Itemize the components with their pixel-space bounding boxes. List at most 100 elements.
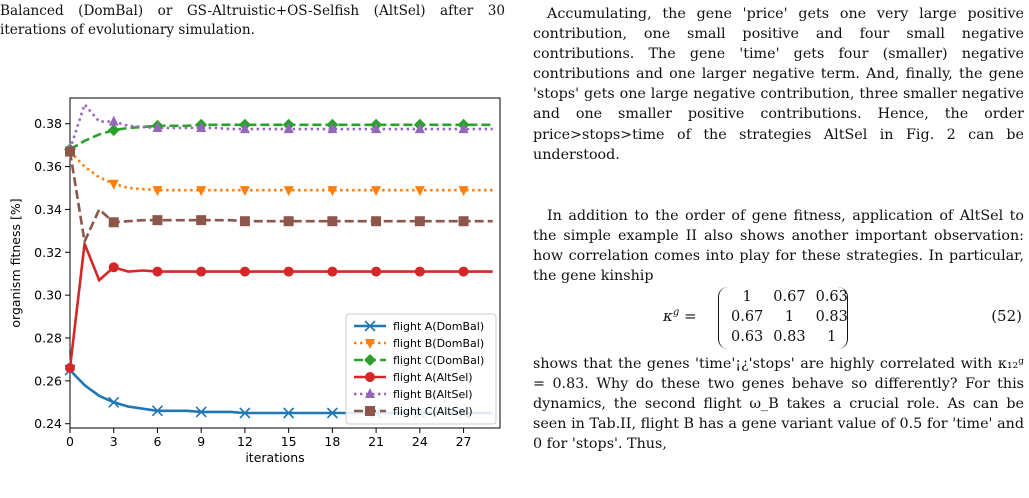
paragraph-order: In addition to the order of gene fitness…: [533, 208, 1024, 285]
data-point: [371, 123, 382, 134]
legend-marker: [365, 372, 375, 382]
matrix-cell: 1: [784, 309, 795, 325]
data-point: [458, 266, 469, 277]
x-axis-label: iterations: [245, 450, 304, 465]
series-line: [69, 150, 493, 192]
data-point: [283, 186, 294, 197]
matrix-cell: 0.67: [731, 309, 764, 325]
data-point: [326, 407, 338, 419]
data-point: [283, 266, 294, 277]
data-point: [152, 122, 163, 132]
data-point: [196, 186, 207, 197]
data-point: [458, 216, 469, 227]
x-tick-label: 15: [281, 434, 297, 449]
equation-lhs: κg =: [663, 307, 697, 325]
data-point: [195, 406, 207, 418]
data-point: [152, 215, 163, 226]
data-point: [152, 186, 163, 197]
data-point: [108, 262, 119, 273]
data-point: [371, 266, 382, 277]
series-line: [68, 151, 493, 247]
matrix-cell: 0.63: [815, 289, 848, 305]
x-tick-label: 6: [153, 434, 161, 449]
data-point: [371, 186, 382, 197]
matrix-cell: 0.83: [815, 309, 848, 325]
data-point: [239, 407, 251, 419]
data-point: [65, 146, 75, 157]
data-point: [283, 407, 295, 419]
data-point: [151, 405, 164, 417]
data-point: [283, 216, 294, 227]
data-point: [458, 123, 469, 134]
legend-box: [345, 313, 497, 425]
legend-entry: flight C(AltSel): [393, 405, 473, 418]
x-tick-label: 18: [324, 434, 340, 449]
paragraph-correlation: shows that the genes 'time'¡¿'stops' are…: [533, 356, 1024, 453]
x-tick-label: 3: [110, 434, 118, 449]
legend-entry: flight B(DomBal): [393, 337, 484, 350]
y-tick-label: 0.34: [34, 202, 62, 217]
data-point: [458, 186, 469, 197]
matrix-cell: 0.63: [731, 329, 764, 345]
y-tick-label: 0.26: [34, 373, 62, 388]
data-point: [108, 179, 119, 190]
matrix-row: 1 0.67 0.63: [726, 287, 853, 307]
data-point: [414, 266, 425, 277]
y-tick-label: 0.24: [34, 416, 62, 431]
data-point: [327, 123, 338, 134]
data-point: [196, 122, 207, 132]
data-point: [283, 123, 294, 134]
data-point: [196, 215, 207, 226]
legend-entry: flight B(AltSel): [393, 388, 473, 401]
legend-marker: [364, 320, 376, 332]
data-point: [414, 123, 425, 134]
figure-caption: Balanced (DomBal) or GS-Altruistic+OS-Se…: [0, 3, 505, 38]
kinship-matrix: 1 0.67 0.63 0.67 1 0.83 0.63 0.83 1: [718, 287, 848, 349]
series-flight-c-dombal-: [64, 118, 493, 156]
fitness-chart: 0 3 6 9 12 15 18 21 24 27 0.24 0.26 0.28 0.30 0.32 0.34…: [8, 97, 501, 465]
series-flight-a-altsel-: [65, 243, 493, 373]
legend-entry: flight C(DomBal): [393, 354, 484, 367]
matrix-row: 0.63 0.83 1: [726, 327, 853, 347]
x-tick-label: 21: [368, 434, 384, 449]
data-point: [327, 186, 338, 197]
y-axis-label: organism fitness [%]: [8, 198, 23, 327]
legend-marker: [365, 339, 375, 349]
data-point: [65, 363, 75, 373]
legend-marker: [365, 388, 375, 398]
series-flight-b-altsel-: [65, 101, 493, 154]
x-tick-label: 12: [237, 434, 253, 449]
matrix-cell: 0.67: [773, 289, 806, 305]
data-point: [239, 266, 250, 277]
series-flight-c-altsel-: [65, 146, 493, 247]
data-point: [108, 217, 119, 228]
data-point: [327, 216, 338, 227]
legend-entry: flight A(DomBal): [393, 320, 484, 333]
data-point: [108, 396, 120, 408]
data-point: [414, 216, 425, 227]
matrix-cell: 1: [742, 289, 752, 305]
x-tick-label: 9: [197, 434, 205, 449]
data-point: [239, 216, 250, 227]
data-point: [108, 115, 119, 126]
series-flight-b-dombal-: [65, 147, 493, 197]
paragraph-accumulating: Accumulating, the gene 'price' gets one …: [533, 6, 1024, 163]
data-point: [414, 186, 425, 197]
x-tick-label: 0: [66, 434, 74, 449]
y-tick-label: 0.30: [34, 288, 62, 303]
right-column: Accumulating, the gene 'price' gets one …: [533, 0, 1024, 498]
data-point: [239, 123, 250, 134]
data-point: [152, 266, 163, 277]
matrix-cell: 1: [827, 329, 837, 345]
data-point: [196, 266, 207, 277]
matrix-cell: 0.83: [773, 329, 806, 345]
legend-entry: flight A(AltSel): [393, 371, 473, 384]
data-point: [239, 186, 250, 197]
legend-marker: [365, 406, 375, 416]
data-point: [107, 124, 120, 137]
y-tick-label: 0.28: [34, 331, 62, 346]
y-tick-label: 0.36: [34, 159, 62, 174]
series-line: [68, 101, 493, 150]
left-column: Balanced (DomBal) or GS-Altruistic+OS-Se…: [0, 3, 505, 465]
plot-frame: [69, 97, 501, 429]
